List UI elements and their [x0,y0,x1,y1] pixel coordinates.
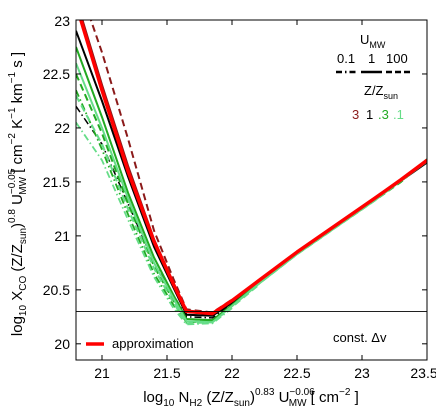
legend-z-value-3: .1 [393,107,404,122]
legend-umw: UMW 0.1 1 100 [336,32,412,74]
x-tick-label: 23 [354,365,370,381]
axis-ticks: 21 21.5 22 22.5 23 23.5 20 20.5 21 21.5 22 22.5 23 [43,13,436,381]
x-tick-label: 22.5 [283,365,310,381]
y-tick-label: 23 [54,13,70,29]
plot-frame [75,19,428,361]
series-line-3 [89,20,233,314]
x-tick-label: 21.5 [153,365,180,381]
legend-z-value-1: 1 [366,107,373,122]
legend-umw-value-2: 100 [386,51,408,66]
legend-z-values: 3 1 .3 .1 [352,107,404,122]
series-line-10 [76,121,233,326]
y-axis-label: log10 XCO (Z/Zsun)0.8 U−0.05MW [ cm−2 K−… [7,52,29,336]
y-tick-label: 20 [54,336,70,352]
series-line-9 [76,95,259,325]
legend-umw-value-1: 1 [368,51,375,66]
legend-z-title: Z/Zsun [364,83,398,101]
approx-legend-label: approximation [112,336,194,351]
legend-umw-value-0: 0.1 [337,51,355,66]
x-axis-label: log10 NH2 (Z/Zsun)0.83 U−0.06 MW [ cm−2 ] [143,387,359,409]
legend-umw-title: UMW [360,32,386,50]
x-tick-label: 21 [94,365,110,381]
y-tick-label: 21 [54,228,70,244]
legend-z: Z/Zsun 3 1 .3 .1 [352,83,404,122]
x-tick-label: 23.5 [410,365,436,381]
legend-z-value-0: 3 [352,107,359,122]
y-tick-label: 22.5 [43,66,70,82]
series-line-0 [79,20,427,316]
y-tick-label: 20.5 [43,282,70,298]
y-tick-label: 22 [54,120,70,136]
y-tick-label: 21.5 [43,174,70,190]
x-tick-label: 22 [224,365,240,381]
const-dv-annotation: const. Δv [333,330,387,345]
legend-z-value-2: .3 [378,107,389,122]
